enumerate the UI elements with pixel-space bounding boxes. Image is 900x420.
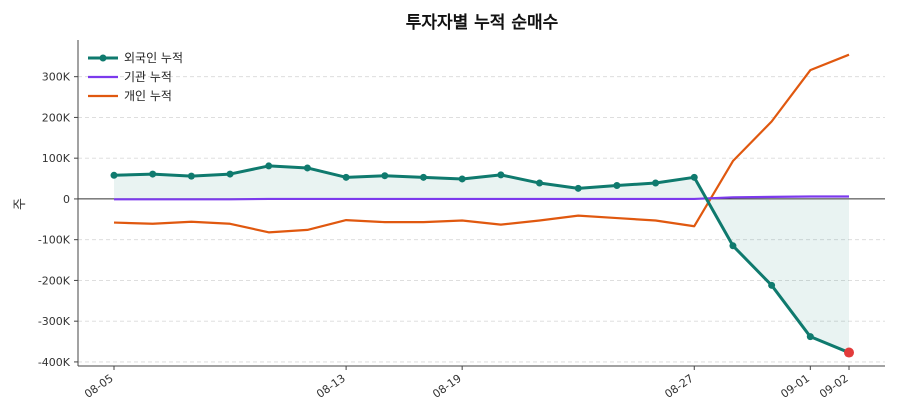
legend-label: 개인 누적	[124, 89, 172, 103]
chart-title: 투자자별 누적 순매수	[406, 13, 559, 33]
x-axis-ticks: 08-05 08-13 08-19 08-27 09-01 09-02	[82, 366, 851, 401]
series-point	[458, 175, 466, 183]
series-last-point	[844, 347, 854, 358]
x-tick-label: 09-02	[817, 372, 851, 401]
y-tick-label: 100K	[42, 152, 71, 165]
y-tick-label: -400K	[38, 356, 71, 369]
series-point	[574, 184, 582, 192]
series-point	[536, 179, 544, 187]
series-point	[613, 181, 621, 189]
series-point	[265, 162, 273, 170]
y-tick-label: -200K	[38, 274, 71, 287]
series-point	[342, 173, 350, 181]
axes	[77, 40, 885, 367]
y-tick-label: 0	[63, 193, 70, 206]
y-axis-label: 주	[13, 198, 28, 210]
y-tick-label: -100K	[38, 234, 71, 247]
grid-lines	[78, 76, 885, 363]
legend-label: 기관 누적	[124, 70, 172, 84]
series-point	[110, 171, 118, 179]
y-tick-label: 300K	[42, 71, 71, 84]
x-tick-label: 09-01	[778, 372, 812, 401]
series-point	[381, 172, 389, 180]
x-tick-label: 08-19	[430, 372, 464, 401]
series-area-fill	[114, 165, 849, 353]
y-tick-label: -300K	[38, 315, 71, 328]
legend-marker	[99, 54, 107, 62]
series-line	[113, 164, 850, 354]
series-point	[187, 172, 195, 180]
series-point	[768, 281, 776, 289]
series-point	[729, 242, 737, 250]
series-point	[226, 170, 234, 178]
series-layer	[110, 53, 854, 358]
y-tick-label: 200K	[42, 111, 71, 124]
series-point	[497, 171, 505, 179]
series-point	[652, 179, 660, 187]
series-point	[690, 173, 698, 181]
series-point	[806, 333, 814, 341]
legend-label: 외국인 누적	[124, 51, 183, 65]
x-tick-label: 08-27	[662, 372, 696, 401]
series-point	[149, 170, 157, 178]
y-axis-ticks: 300K 200K 100K 0 -100K -200K -300K -400K	[38, 71, 78, 369]
x-tick-label: 08-13	[314, 372, 348, 401]
series-line	[113, 53, 850, 234]
x-tick-label: 08-05	[82, 372, 116, 401]
series-point	[419, 173, 427, 181]
series-point	[303, 164, 311, 172]
series-line	[114, 195, 849, 201]
area-fill-layer	[114, 165, 849, 353]
